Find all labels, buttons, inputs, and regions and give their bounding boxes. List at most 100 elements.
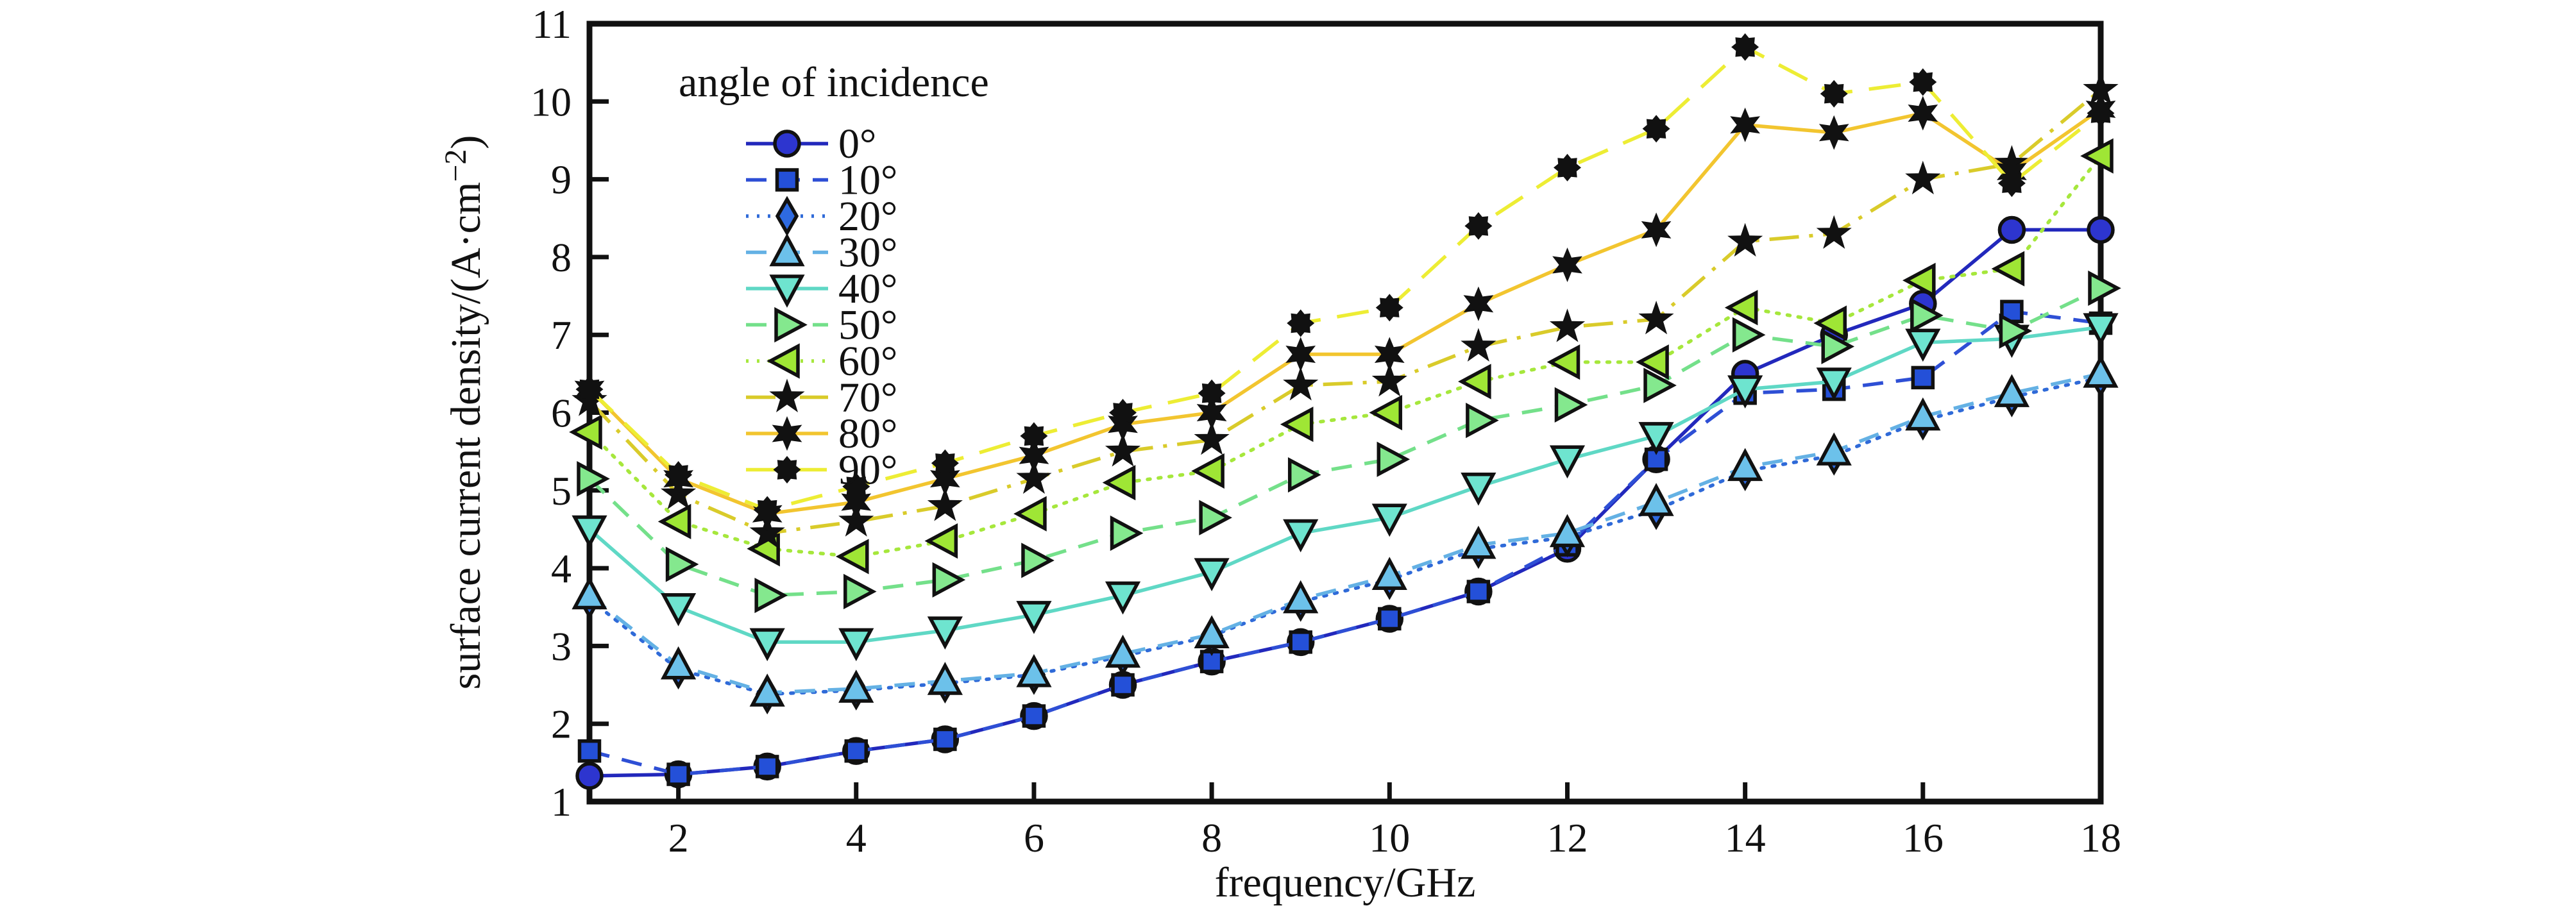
data-point-40° [572, 515, 607, 549]
data-point-30° [1371, 557, 1407, 590]
series-line-30° [588, 372, 2101, 694]
data-point-70° [1371, 363, 1407, 397]
data-point-40° [1638, 422, 1674, 455]
legend-item-50°: 50° [746, 302, 897, 349]
legend-title: angle of incidence [679, 59, 989, 106]
data-point-60° [1902, 262, 1936, 298]
legend-label: 30° [838, 230, 897, 276]
data-point-90° [931, 449, 959, 477]
data-point-30° [660, 646, 697, 680]
data-point-10° [933, 727, 957, 752]
data-point-60° [569, 414, 602, 450]
data-point-50° [1287, 457, 1321, 493]
x-tick-label: 4 [846, 815, 867, 861]
series-40° [572, 313, 2119, 662]
data-point-90° [1731, 33, 1759, 61]
data-point-60° [1636, 344, 1669, 380]
data-point-80° [930, 461, 960, 496]
legend-marker-0° [773, 130, 801, 158]
data-point-80° [1908, 96, 1938, 131]
y-tick-label: 3 [551, 623, 572, 669]
legend-label: 0° [838, 121, 876, 167]
data-point-90° [1820, 80, 1848, 108]
series-50° [577, 270, 2121, 614]
y-tick-label: 5 [551, 468, 572, 514]
x-tick-label: 18 [2080, 815, 2121, 861]
legend: angle of incidence 0°10°20°30°40°50°60°7… [679, 59, 989, 494]
y-axis-label-main: surface current density/(A·cm [443, 182, 489, 690]
data-point-90° [1997, 169, 2026, 198]
data-point-70° [1549, 308, 1586, 342]
legend-item-60°: 60° [746, 338, 897, 385]
data-point-50° [1910, 298, 1944, 333]
data-point-40° [2083, 313, 2119, 346]
data-point-30° [1549, 514, 1586, 548]
data-point-80° [1641, 212, 1672, 248]
x-tick-label: 10 [1369, 815, 1410, 861]
data-point-80° [1196, 395, 1227, 430]
data-point-50° [1732, 317, 1766, 353]
data-point-50° [1377, 441, 1411, 477]
data-point-80° [1552, 248, 1582, 282]
data-point-80° [1730, 107, 1760, 142]
data-point-70° [1194, 421, 1230, 455]
legend-marker-60° [767, 343, 800, 379]
data-point-90° [1109, 399, 1137, 426]
data-point-80° [1463, 286, 1494, 321]
y-axis-label: surface current density/(A·cm−2) [439, 135, 489, 690]
legend-marker-30° [769, 233, 805, 267]
series-0° [575, 215, 2115, 790]
legend-item-10°: 10° [746, 157, 897, 204]
data-point-90° [1909, 68, 1937, 96]
data-point-60° [1458, 364, 1491, 399]
data-point-60° [1546, 344, 1580, 380]
data-point-50° [1021, 542, 1055, 578]
data-point-90° [2087, 99, 2115, 127]
data-point-30° [1638, 483, 1674, 516]
legend-marker-80° [772, 416, 802, 451]
data-point-30° [1461, 525, 1496, 559]
data-point-60° [1013, 496, 1047, 532]
data-point-30° [1105, 634, 1141, 668]
data-point-40° [1727, 375, 1763, 408]
data-point-70° [1105, 433, 1141, 467]
data-point-40° [1371, 503, 1407, 537]
data-point-60° [1102, 465, 1136, 501]
data-point-30° [1194, 615, 1230, 648]
data-point-80° [1019, 438, 1049, 473]
legend-item-80°: 80° [746, 410, 897, 457]
data-point-10° [844, 739, 869, 763]
legend-label: 40° [838, 265, 897, 312]
data-point-60° [657, 503, 691, 539]
y-tick-label: 6 [551, 391, 572, 436]
data-point-30° [1016, 654, 1052, 687]
data-point-30° [1283, 580, 1319, 614]
legend-label: 10° [838, 157, 897, 204]
data-point-40° [1283, 519, 1319, 553]
y-tick-label: 2 [551, 702, 572, 747]
data-point-90° [1198, 379, 1226, 407]
data-point-30° [572, 576, 607, 610]
data-point-60° [1813, 305, 1847, 341]
legend-marker-50° [774, 307, 808, 343]
data-point-50° [754, 577, 788, 614]
legend-item-20°: 20° [746, 193, 897, 240]
data-point-60° [924, 523, 958, 559]
series-line-90° [588, 45, 2102, 512]
data-point-90° [1554, 153, 1581, 181]
data-point-50° [1199, 500, 1232, 535]
data-point-30° [1727, 448, 1763, 482]
data-point-70° [1461, 328, 1496, 362]
data-point-10° [666, 762, 690, 786]
data-point-0° [575, 762, 604, 790]
y-tick-label: 4 [551, 546, 572, 591]
legend-item-70°: 70° [746, 374, 897, 421]
series-line-0° [589, 228, 2101, 778]
data-point-70° [1638, 300, 1674, 335]
data-point-40° [1016, 601, 1052, 634]
data-point-80° [1285, 337, 1316, 372]
data-point-60° [1991, 251, 2025, 287]
legend-label: 80° [838, 410, 897, 457]
legend-marker-90° [773, 456, 801, 483]
legend-marker-10° [775, 168, 799, 192]
